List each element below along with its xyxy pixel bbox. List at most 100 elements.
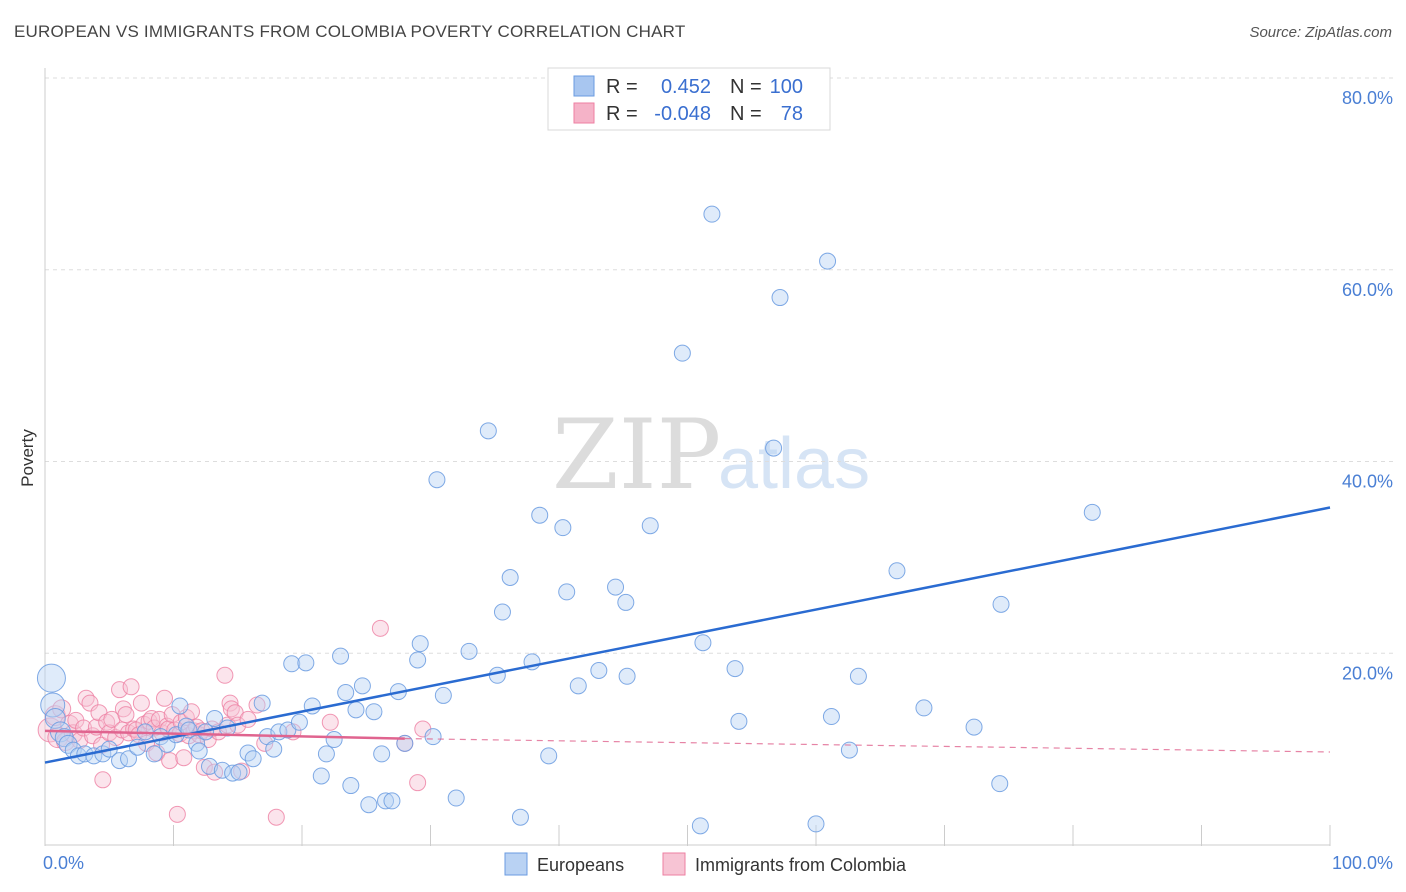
data-point-europeans [641,517,659,535]
series-legend: Europeans Immigrants from Colombia [504,852,907,876]
tick-labels: 20.0% 40.0% 60.0% 80.0% 0.0% 100.0% [43,88,1393,873]
data-point-immigrants [81,694,99,712]
data-point-europeans [265,740,283,758]
x-tick-label: 0.0% [43,853,84,873]
data-point-europeans [694,634,712,652]
data-point-europeans [617,593,635,611]
data-point-immigrants [168,805,186,823]
legend-swatch-europeans [504,852,528,876]
legend-n-label: N = [730,76,762,98]
legend-swatch-immigrants [662,852,686,876]
legend-n-value: 100 [770,76,803,98]
data-point-europeans [383,792,401,810]
legend-n-label: N = [730,103,762,125]
data-point-europeans [488,666,506,684]
data-point-europeans [460,642,478,660]
legend-n-value: 78 [781,103,803,125]
legend-r-label: R = [606,103,638,125]
data-point-europeans [991,775,1009,793]
data-point-europeans [428,471,446,489]
data-point-europeans [317,745,335,763]
data-point-europeans [206,709,224,727]
watermark-zip: ZIP [552,399,721,511]
data-point-europeans [36,663,66,693]
data-point-europeans [558,583,576,601]
data-point-europeans [511,808,529,826]
data-point-europeans [190,742,208,760]
data-point-immigrants [221,694,239,712]
data-point-europeans [224,764,242,782]
data-point-europeans [145,745,163,763]
data-point-immigrants [371,619,389,637]
data-point-immigrants [216,666,234,684]
legend-r-value: -0.048 [654,103,711,125]
legend-swatch-europeans [573,75,595,97]
y-tick-label: 60.0% [1342,280,1393,300]
series-europeans [36,205,1101,835]
data-point-europeans [353,677,371,695]
data-point-europeans [373,745,391,763]
data-point-europeans [377,792,395,810]
data-point-europeans [840,741,858,759]
data-point-immigrants [132,694,150,712]
data-point-europeans [342,777,360,795]
data-point-europeans [569,677,587,695]
data-point-europeans [200,757,218,775]
data-point-europeans [915,699,933,717]
trend-line-immigrants-extended [404,737,1331,753]
data-point-europeans [447,789,465,807]
data-point-europeans [129,738,147,756]
data-point-europeans [888,562,906,580]
data-point-europeans [703,205,721,223]
data-point-europeans [965,718,983,736]
data-point-europeans [337,684,355,702]
data-point-europeans [765,439,783,457]
data-point-europeans [726,660,744,678]
data-point-europeans [691,817,709,835]
data-point-europeans [290,713,308,731]
data-point-europeans [40,692,66,718]
data-point-europeans [325,731,343,749]
data-point-immigrants [239,710,257,728]
data-point-europeans [424,728,442,746]
data-point-europeans [297,654,315,672]
data-point-immigrants [122,678,140,696]
trend-lines [44,506,1331,764]
data-point-immigrants [321,713,339,731]
data-point-europeans [531,506,549,524]
data-point-europeans [120,750,138,768]
data-point-europeans [411,635,429,653]
data-point-europeans [347,701,365,719]
data-point-immigrants [267,808,285,826]
data-point-europeans [819,252,837,270]
trend-line-europeans [44,506,1331,764]
data-point-europeans [673,344,691,362]
data-point-immigrants [409,774,427,792]
data-point-immigrants [156,689,174,707]
data-point-europeans [540,747,558,765]
data-point-europeans [479,422,497,440]
data-point-europeans [493,603,511,621]
x-tick-label: 100.0% [1332,853,1393,873]
data-point-europeans [807,815,825,833]
data-point-immigrants [98,713,116,731]
data-point-europeans [992,595,1010,613]
data-point-europeans [501,569,519,587]
chart-title: EUROPEAN VS IMMIGRANTS FROM COLOMBIA POV… [14,22,686,41]
data-point-europeans [244,750,262,768]
legend-r-label: R = [606,76,638,98]
data-point-immigrants [175,749,193,767]
legend-r-value: 0.452 [661,76,711,98]
trend-line-immigrants [44,729,405,740]
data-point-immigrants [161,752,179,770]
series-immigrants-from-colombia [37,619,432,826]
legend-swatch-immigrants [573,102,595,124]
data-point-europeans [730,712,748,730]
data-point-europeans [434,686,452,704]
data-point-europeans [590,662,608,680]
y-tick-label: 40.0% [1342,472,1393,492]
data-point-europeans [213,761,231,779]
data-point-europeans [409,651,427,669]
grid-lines [45,77,1395,654]
